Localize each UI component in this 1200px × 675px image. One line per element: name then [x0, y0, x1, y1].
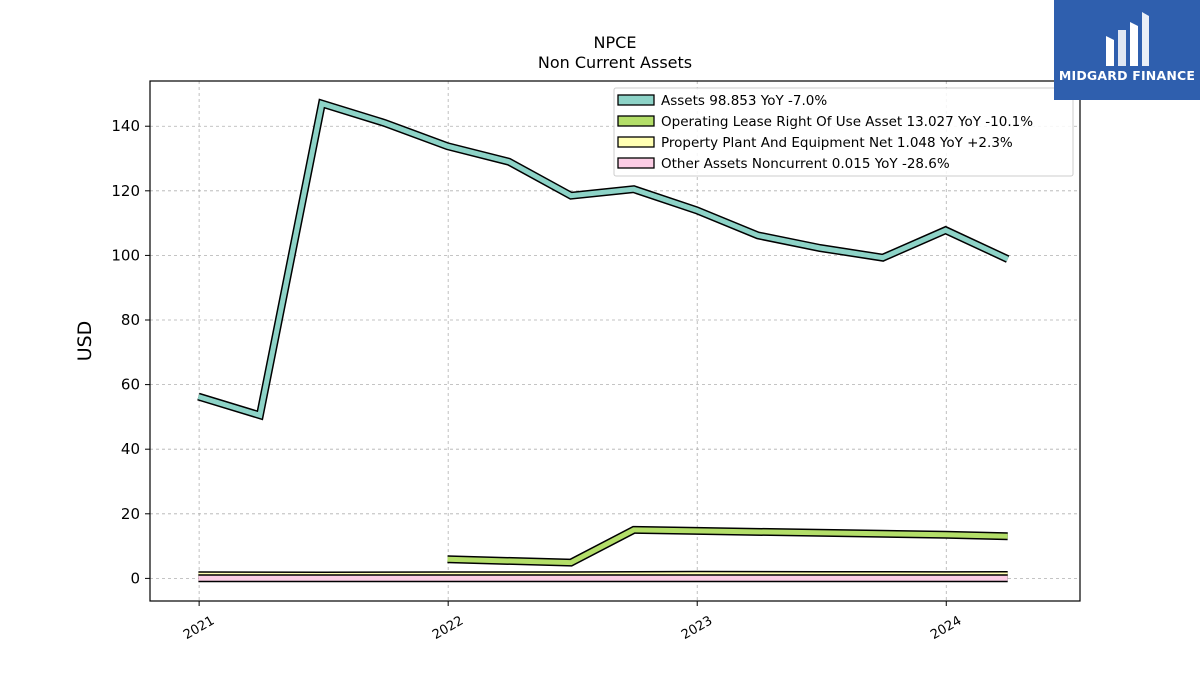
- x-tick-label: 2024: [928, 613, 964, 643]
- brand-logo: MIDGARD FINANCE: [1054, 0, 1200, 100]
- logo-mark-icon: [1106, 12, 1149, 66]
- y-tick-label: 0: [130, 569, 140, 587]
- x-tick-label: 2023: [679, 613, 715, 643]
- y-tick-label: 40: [121, 440, 140, 458]
- legend-swatch: [617, 94, 655, 106]
- legend-entry: Assets 98.853 YoY -7.0%: [661, 93, 827, 109]
- series-line: [447, 527, 1008, 566]
- y-tick-label: 140: [111, 117, 140, 135]
- legend-swatch: [617, 157, 655, 169]
- plot-frame: [149, 80, 1081, 602]
- x-tick-label: 2021: [181, 613, 217, 643]
- legend-box: [613, 87, 1074, 177]
- y-tick-label: 80: [121, 311, 140, 329]
- legend-entry: Property Plant And Equipment Net 1.048 Y…: [661, 135, 1013, 151]
- legend-entry: Other Assets Noncurrent 0.015 YoY -28.6%: [661, 156, 950, 172]
- legend-entry: Operating Lease Right Of Use Asset 13.02…: [661, 114, 1033, 130]
- chart-title: NPCE: [594, 33, 637, 52]
- series-line: [197, 100, 1009, 419]
- y-axis-label: USD: [74, 321, 96, 362]
- series-operating-lease-right-of-use-asset: [447, 525, 1008, 567]
- logo-text: MIDGARD FINANCE: [1058, 68, 1196, 83]
- y-tick-label: 60: [121, 376, 140, 394]
- legend-swatch: [617, 136, 655, 148]
- x-tick-label: 2022: [430, 613, 466, 643]
- legend: Assets 98.853 YoY -7.0% Operating Lease R…: [613, 87, 1074, 177]
- y-axis: 0 20 40 60 80 100 120 140: [111, 117, 150, 587]
- y-tick-label: 120: [111, 182, 140, 200]
- chart-subtitle: Non Current Assets: [538, 53, 692, 72]
- legend-swatch: [617, 115, 655, 127]
- x-axis: 2021 2022 2023 2024: [181, 601, 964, 643]
- y-tick-label: 20: [121, 505, 140, 523]
- series-group: [197, 98, 1010, 583]
- series-assets: [197, 98, 1010, 421]
- y-tick-label: 100: [111, 246, 140, 264]
